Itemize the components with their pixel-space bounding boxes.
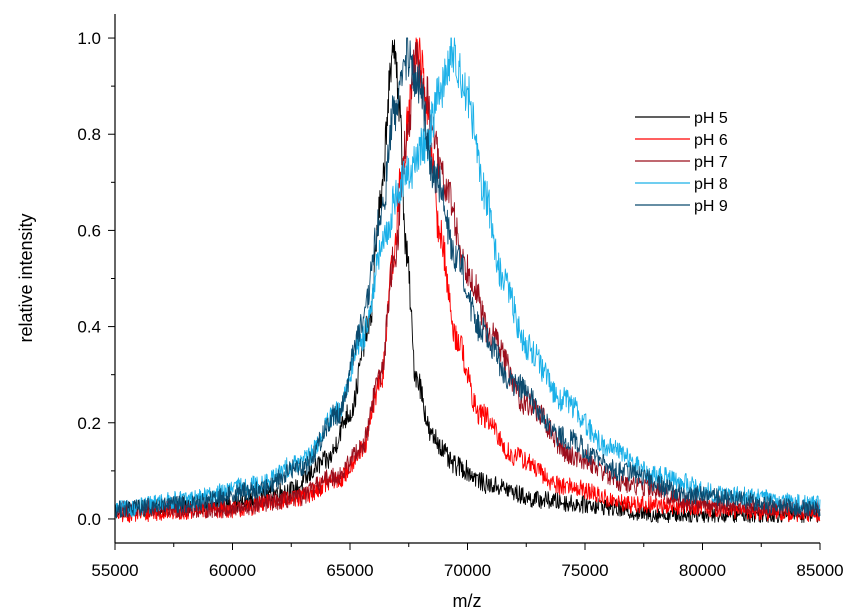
- legend-label: pH 7: [694, 154, 728, 171]
- x-tick-label: 85000: [796, 561, 843, 580]
- y-tick-label: 0.2: [77, 414, 101, 433]
- y-ticks: 0.0 0.2 0.4 0.6 0.8 1.0: [77, 29, 115, 529]
- series-line-ph-9: [114, 37, 821, 519]
- x-tick-label: 65000: [326, 561, 373, 580]
- x-tick-label: 60000: [209, 561, 256, 580]
- plot-area: [114, 37, 821, 524]
- x-tick-label: 55000: [91, 561, 138, 580]
- y-tick-label: 0.4: [77, 318, 101, 337]
- y-tick-label: 0.0: [77, 510, 101, 529]
- y-tick-label: 1.0: [77, 29, 101, 48]
- x-tick-label: 70000: [444, 561, 491, 580]
- x-tick-label: 80000: [679, 561, 726, 580]
- y-tick-label: 0.6: [77, 221, 101, 240]
- legend-label: pH 9: [694, 198, 728, 215]
- x-ticks: 55000 60000 65000 70000 75000 80000 85000: [91, 543, 844, 580]
- x-tick-label: 75000: [561, 561, 608, 580]
- legend-label: pH 6: [694, 132, 728, 149]
- legend-label: pH 5: [694, 110, 728, 127]
- legend: pH 5 pH 6 pH 7 pH 8 pH 9: [635, 110, 728, 215]
- x-axis-label: m/z: [453, 591, 482, 611]
- y-tick-label: 0.8: [77, 125, 101, 144]
- y-axis-label: relative intensity: [16, 213, 36, 342]
- legend-label: pH 8: [694, 176, 728, 193]
